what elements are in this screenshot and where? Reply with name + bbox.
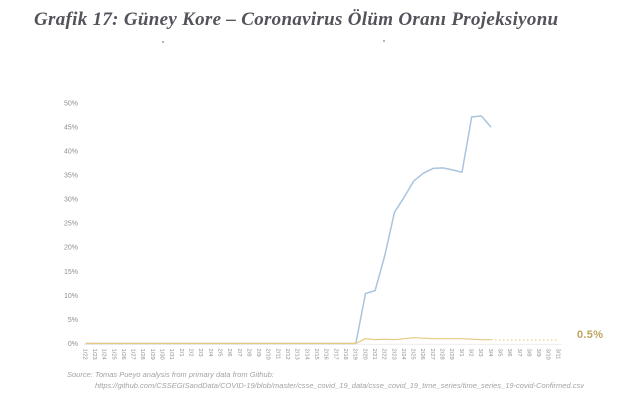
x-axis-tick-label: 3/3 (477, 349, 483, 357)
x-axis-tick-label: 3/10 (545, 349, 551, 360)
x-axis-tick-label: 2/27 (429, 349, 435, 360)
x-axis-tick-label: 1/29 (149, 349, 155, 360)
x-axis-tick-label: 1/31 (168, 349, 174, 360)
x-axis-tick-label: 2/1 (178, 349, 184, 357)
page-title: Grafik 17: Güney Kore – Coronavirus Ölüm… (34, 9, 559, 30)
x-axis-tick-label: 1/24 (101, 349, 107, 361)
y-axis-tick-label: 40% (64, 149, 78, 156)
x-axis-tick-label: 2/10 (265, 349, 271, 360)
y-axis-tick-label: 20% (64, 245, 78, 252)
x-axis-tick-label: 2/11 (274, 349, 280, 360)
x-axis-tick-label: 1/28 (139, 349, 145, 360)
x-axis-tick-label: 1/23 (91, 349, 97, 360)
x-axis-tick-label: 2/14 (303, 349, 309, 361)
y-axis-tick-label: 25% (64, 221, 78, 228)
cropped-subtitle-artifact-dot (383, 40, 385, 42)
x-axis-tick-label: 1/25 (110, 349, 116, 360)
y-axis-tick-label: 0% (68, 341, 78, 348)
actual-death-rate-line (85, 337, 491, 345)
y-axis-tick-label: 30% (64, 197, 78, 204)
projected-death-rate-line (85, 115, 492, 345)
x-axis-tick-label: 1/27 (130, 349, 136, 360)
x-axis-tick-label: 1/30 (159, 349, 165, 360)
x-axis-tick-label: 3/11 (554, 349, 560, 360)
x-axis-tick-label: 2/22 (381, 349, 387, 360)
x-axis-tick-label: 2/12 (284, 349, 290, 360)
x-axis-tick-label: 2/13 (294, 349, 300, 360)
x-axis-tick-label: 2/8 (245, 349, 251, 357)
x-axis-tick-label: 2/3 (197, 349, 203, 357)
x-axis-tick-label: 2/7 (236, 349, 242, 357)
x-axis-tick-label: 2/15 (313, 349, 319, 360)
x-axis-tick-label: 2/23 (390, 349, 396, 360)
x-axis-tick-label: 2/25 (410, 349, 416, 360)
x-axis-tick-label: 2/26 (419, 349, 425, 360)
x-axis-tick-label: 2/21 (371, 349, 377, 360)
x-axis-tick-label: 2/2 (188, 349, 194, 357)
x-axis-tick-label: 3/6 (506, 349, 512, 357)
y-axis-tick-label: 35% (64, 173, 78, 180)
x-axis-tick-label: 2/16 (323, 349, 329, 360)
x-axis-tick-label: 3/2 (468, 349, 474, 357)
x-axis-tick-label: 3/5 (496, 349, 502, 357)
x-axis-tick-label: 2/28 (439, 349, 445, 360)
source-line-1: Source: Tomas Pueyo analysis from primar… (67, 370, 274, 379)
y-axis-tick-label: 45% (64, 124, 78, 131)
x-axis-tick-label: 2/5 (216, 349, 222, 357)
x-axis-tick-label: 2/29 (448, 349, 454, 360)
x-axis-tick-label: 2/6 (226, 349, 232, 357)
x-axis-tick-label: 3/8 (525, 349, 531, 357)
actual-rate-annotation: 0.5% (577, 329, 604, 341)
x-axis-tick-label: 2/17 (332, 349, 338, 360)
x-axis-tick-label: 1/22 (81, 349, 87, 360)
x-axis-tick-label: 2/20 (361, 349, 367, 360)
x-axis-tick-label: 3/1 (458, 349, 464, 357)
x-axis-tick-label: 2/9 (255, 349, 261, 357)
x-axis-tick-label: 2/19 (352, 349, 358, 360)
x-axis-tick-label: 2/24 (400, 349, 406, 361)
y-axis-tick-label: 15% (64, 269, 78, 276)
cropped-subtitle-artifact-dot (162, 41, 164, 43)
x-axis-tick-label: 2/18 (342, 349, 348, 360)
y-axis-tick-label: 50% (64, 100, 78, 107)
x-axis-tick-label: 3/7 (516, 349, 522, 357)
x-axis-tick-label: 3/4 (487, 349, 493, 358)
y-axis-tick-label: 5% (68, 317, 78, 324)
x-axis-tick-label: 3/9 (535, 349, 541, 357)
source-note: Source: Tomas Pueyo analysis from primar… (67, 369, 627, 391)
x-axis-tick-label: 2/4 (207, 349, 213, 358)
x-axis-tick-label: 1/26 (120, 349, 126, 360)
y-axis-tick-label: 10% (64, 293, 78, 300)
source-url: https://github.com/CSSEGISandData/COVID-… (95, 381, 584, 390)
